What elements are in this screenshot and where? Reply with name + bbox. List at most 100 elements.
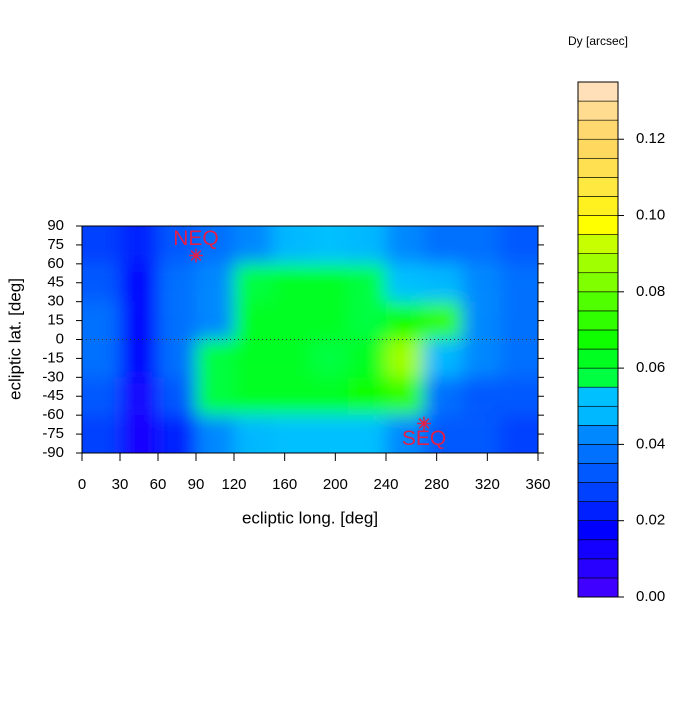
- heat-cell: [348, 301, 386, 340]
- colorbar-swatch: [577, 501, 619, 522]
- heat-cell: [272, 226, 310, 264]
- heat-cell: [500, 226, 538, 264]
- heat-cell: [424, 301, 462, 340]
- colorbar-swatch: [577, 291, 619, 312]
- x-tick-label: 120: [221, 476, 246, 493]
- x-tick-label: 200: [323, 476, 348, 493]
- x-axis-label: ecliptic long. [deg]: [242, 508, 378, 527]
- colorbar-swatch: [577, 367, 619, 388]
- heat-cell: [196, 415, 234, 453]
- heat-cell: [500, 377, 538, 416]
- heat-cell: [272, 339, 310, 378]
- colorbar-swatch: [577, 215, 619, 235]
- heat-cell: [310, 377, 348, 416]
- y-tick-label: 90: [47, 217, 64, 234]
- heat-cell: [158, 226, 196, 264]
- x-tick-label: 280: [424, 476, 449, 493]
- x-tick-label: 90: [188, 476, 205, 493]
- heat-cell: [82, 226, 120, 264]
- heat-cell: [310, 415, 348, 453]
- marker-stroke: [190, 250, 202, 261]
- heat-cell: [348, 263, 386, 302]
- colorbar-swatch: [577, 272, 619, 293]
- heat-cell: [196, 226, 234, 264]
- y-tick-label: -75: [42, 425, 64, 442]
- x-tick-label: 320: [475, 476, 500, 493]
- heat-cell: [424, 263, 462, 302]
- heat-cell: [386, 339, 424, 378]
- heat-cell: [82, 377, 120, 416]
- colorbar-tick-label: 0.12: [636, 130, 665, 147]
- heat-cell: [386, 301, 424, 340]
- heat-cell: [310, 301, 348, 340]
- heat-cell: [158, 339, 196, 378]
- colorbar-tick-label: 0.08: [636, 283, 665, 300]
- heat-cell: [196, 263, 234, 302]
- x-tick-label: 240: [373, 476, 398, 493]
- y-tick-label: 30: [47, 293, 64, 310]
- colorbar-swatch: [577, 253, 619, 274]
- heat-cell: [462, 415, 500, 453]
- colorbar-swatch: [577, 81, 619, 102]
- annotation-marker: [417, 416, 431, 431]
- colorbar-swatch: [577, 482, 619, 502]
- annotation-label: NEQ: [173, 227, 219, 250]
- heat-cell: [310, 263, 348, 302]
- heat-cell: [272, 415, 310, 453]
- heat-cell: [348, 339, 386, 378]
- x-tick-label: 60: [150, 476, 167, 493]
- colorbar-swatch: [577, 577, 619, 598]
- heat-cell: [120, 415, 158, 453]
- heat-cell: [500, 415, 538, 453]
- heat-cell: [310, 226, 348, 264]
- heat-cell: [462, 339, 500, 378]
- heat-cell: [82, 263, 120, 302]
- heat-cell: [386, 263, 424, 302]
- colorbar-tick-label: 0.10: [636, 206, 665, 223]
- colorbar-tick-label: 0.06: [636, 359, 665, 376]
- colorbar-swatch: [577, 310, 619, 331]
- heat-cell: [82, 301, 120, 340]
- heat-cell: [462, 301, 500, 340]
- heat-cell: [272, 301, 310, 340]
- y-tick-label: 45: [47, 274, 64, 291]
- colorbar-frame: [577, 81, 619, 598]
- y-tick-label: 15: [47, 312, 64, 329]
- heat-cell: [424, 339, 462, 378]
- y-tick-label: 0: [56, 330, 64, 347]
- colorbar-tick-label: 0.00: [636, 588, 665, 605]
- heat-cell: [500, 339, 538, 378]
- annotation-marker: [189, 248, 203, 263]
- heat-cell: [500, 301, 538, 340]
- heatmap: [82, 226, 538, 453]
- y-tick-label: -45: [42, 387, 64, 404]
- heat-cell: [386, 415, 424, 453]
- heat-cell: [196, 301, 234, 340]
- heat-cell: [348, 377, 386, 416]
- colorbar-swatch: [577, 196, 619, 216]
- y-tick-label: -60: [42, 406, 64, 423]
- heat-cell: [234, 263, 272, 302]
- heat-cell: [196, 377, 234, 416]
- heat-cell: [386, 377, 424, 416]
- heat-cell: [462, 263, 500, 302]
- heat-cell: [82, 339, 120, 378]
- heat-cell: [158, 263, 196, 302]
- heat-cell: [234, 415, 272, 453]
- heat-cell: [158, 301, 196, 340]
- x-tick-label: 30: [112, 476, 129, 493]
- colorbar-swatch: [577, 329, 619, 350]
- colorbar-swatch: [577, 100, 619, 121]
- x-tick-label: 360: [525, 476, 550, 493]
- heat-cell: [234, 377, 272, 416]
- heat-cell: [386, 226, 424, 264]
- heat-cell: [462, 377, 500, 416]
- heat-cell: [500, 263, 538, 302]
- y-axis-label: ecliptic lat. [deg]: [5, 278, 24, 400]
- x-tick-label: 160: [272, 476, 297, 493]
- heat-cell: [424, 226, 462, 264]
- heat-cell: [234, 301, 272, 340]
- y-tick-label: -90: [42, 444, 64, 461]
- colorbar-swatch: [577, 558, 619, 579]
